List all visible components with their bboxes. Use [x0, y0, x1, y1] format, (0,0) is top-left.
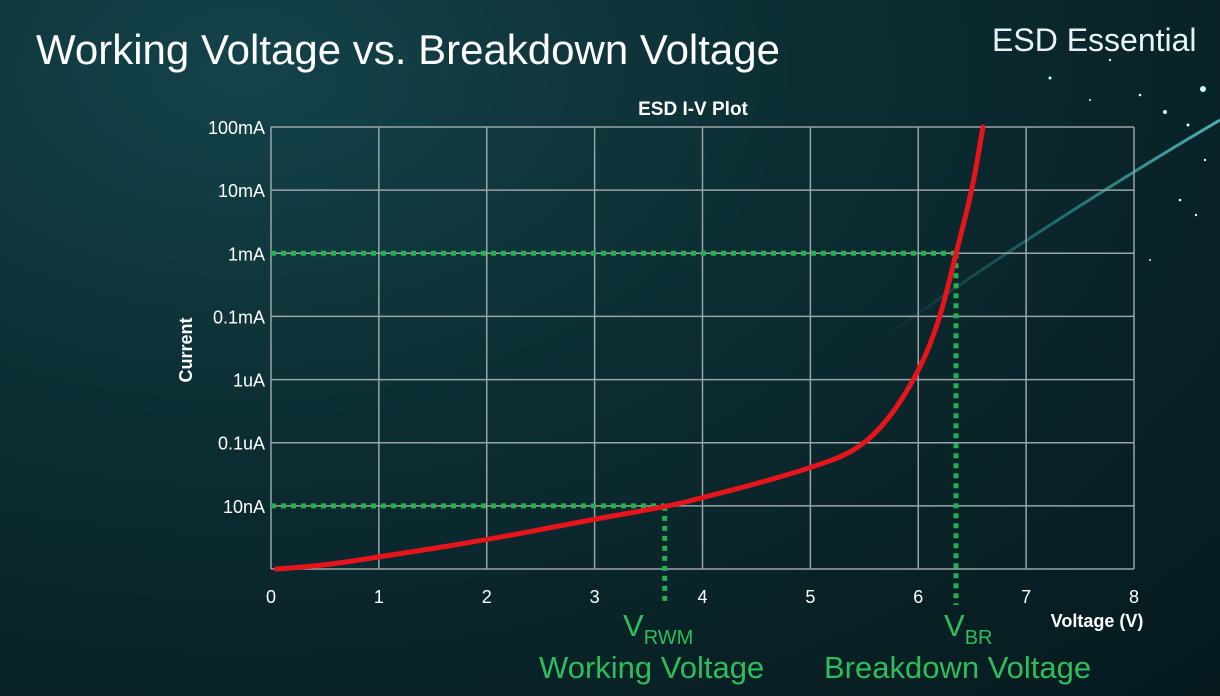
- x-tick-label: 8: [1129, 587, 1139, 607]
- sparkle-dot: [1089, 99, 1091, 101]
- sparkle-dot: [1178, 198, 1182, 202]
- chart-title: ESD I-V Plot: [638, 99, 748, 120]
- x-tick-label: 4: [697, 587, 707, 607]
- sparkle-dot: [1149, 259, 1151, 261]
- y-axis-label: Current: [176, 317, 196, 382]
- slide-title: Working Voltage vs. Breakdown Voltage: [36, 26, 781, 73]
- breakdown-voltage-caption: Breakdown Voltage: [824, 650, 1092, 685]
- x-tick-label: 1: [374, 587, 384, 607]
- sparkle-dot: [1203, 158, 1207, 162]
- x-tick-label: 3: [590, 587, 600, 607]
- vrwm-label: VRWM: [623, 608, 693, 650]
- vbr-subscript: BR: [964, 627, 993, 649]
- sparkle-dot: [1194, 213, 1198, 217]
- iv-curve-series: [273, 124, 986, 572]
- y-tick-label: 100mA: [208, 118, 265, 138]
- y-tick-label: 10mA: [218, 181, 265, 201]
- working-voltage-caption: Working Voltage: [539, 650, 765, 685]
- y-tick-label: 1uA: [233, 371, 265, 391]
- y-tick-label: 10nA: [223, 497, 265, 517]
- decorative-sparkles: [1048, 58, 1207, 261]
- sparkle-dot: [1108, 58, 1112, 62]
- x-tick-label: 5: [805, 587, 815, 607]
- sparkle-dot: [1163, 110, 1167, 114]
- y-tick-label: 1mA: [228, 244, 265, 264]
- x-tick-label: 6: [913, 587, 923, 607]
- x-tick-label: 2: [482, 587, 492, 607]
- vrwm-subscript: RWM: [643, 627, 694, 649]
- sparkle-dot: [1200, 86, 1206, 92]
- x-tick-label: 7: [1021, 587, 1031, 607]
- sparkle-dot: [1048, 76, 1052, 80]
- sparkle-dot: [1186, 123, 1190, 127]
- vbr-symbol: V: [944, 608, 965, 643]
- x-axis-label: Voltage (V): [1051, 611, 1144, 631]
- sparkle-dot: [1138, 93, 1142, 97]
- vbr-label: VBR: [944, 608, 992, 650]
- y-tick-label: 0.1uA: [218, 434, 265, 454]
- brand-logo-text: ESD Essential: [992, 22, 1197, 58]
- x-tick-label: 0: [266, 587, 276, 607]
- y-tick-label: 0.1mA: [213, 307, 265, 327]
- vrwm-symbol: V: [623, 608, 644, 643]
- decorative-light-streak: [879, 118, 1220, 342]
